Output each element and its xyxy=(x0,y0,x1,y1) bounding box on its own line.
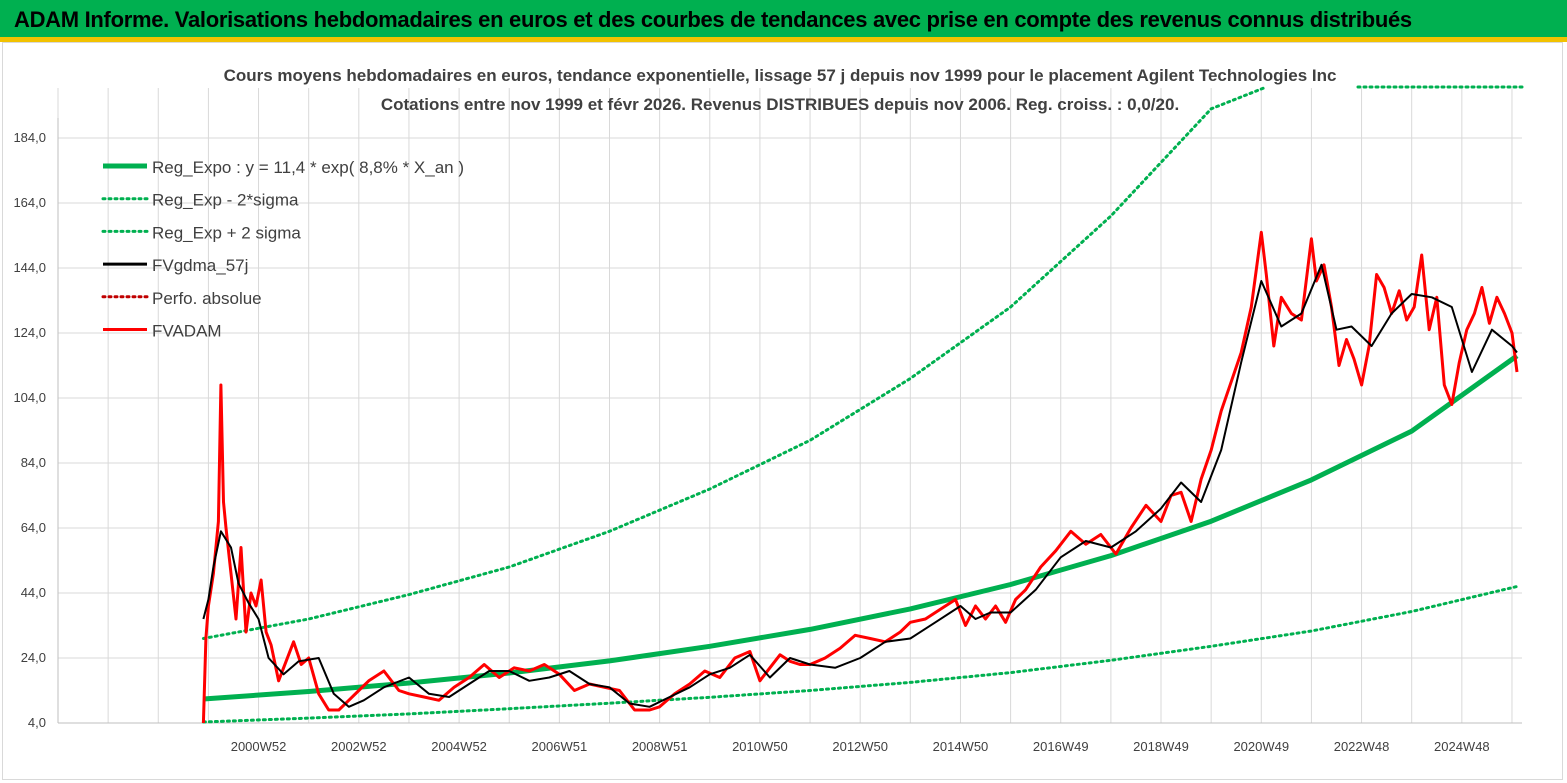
legend-label: Perfo. absolue xyxy=(152,289,262,308)
y-tick-label: 64,0 xyxy=(21,520,46,535)
report-title: ADAM Informe. Valorisations hebdomadaire… xyxy=(14,7,1412,32)
x-tick-label: 2010W50 xyxy=(732,739,788,754)
grid xyxy=(57,88,1522,724)
y-tick-label: 44,0 xyxy=(21,585,46,600)
series-line-0 xyxy=(203,353,1519,702)
series-line-2 xyxy=(201,86,1266,640)
x-tick-label: 2000W52 xyxy=(231,739,287,754)
series-line-5 xyxy=(201,230,1519,724)
x-tick-label: 2012W50 xyxy=(832,739,888,754)
legend-label: Reg_Exp + 2 sigma xyxy=(152,223,301,242)
x-tick-label: 2006W51 xyxy=(532,739,588,754)
series-line-1 xyxy=(201,585,1519,724)
report-header: ADAM Informe. Valorisations hebdomadaire… xyxy=(0,0,1567,42)
x-tick-label: 2020W49 xyxy=(1233,739,1289,754)
series-line-3 xyxy=(202,263,1518,708)
x-tick-label: 2008W51 xyxy=(632,739,688,754)
y-tick-label: 24,0 xyxy=(21,650,46,665)
y-tick-label: 164,0 xyxy=(13,195,46,210)
accent-strip xyxy=(0,37,1567,42)
legend-label: Reg_Exp - 2*sigma xyxy=(152,191,299,210)
y-tick-label: 124,0 xyxy=(13,325,46,340)
plot-area xyxy=(201,85,1524,724)
legend: Reg_Expo : y = 11,4 * exp( 8,8% * X_an )… xyxy=(101,158,464,341)
chart-frame xyxy=(2,42,1563,780)
y-tick-label: 144,0 xyxy=(13,260,46,275)
x-tick-label: 2018W49 xyxy=(1133,739,1189,754)
y-tick-label: 104,0 xyxy=(13,390,46,405)
legend-label: FVADAM xyxy=(152,322,222,341)
x-tick-label: 2014W50 xyxy=(933,739,989,754)
y-tick-label: 84,0 xyxy=(21,455,46,470)
x-axis: 2000W52 2002W52 2004W52 2006W51 2008W51 2010W… xyxy=(58,722,1522,754)
legend-label: Reg_Expo : y = 11,4 * exp( 8,8% * X_an ) xyxy=(152,158,464,177)
y-axis: 184,0 164,0 144,0 124,0 104,0 84,0 64,0 44,0 24,… xyxy=(13,118,59,730)
x-tick-label: 2004W52 xyxy=(431,739,487,754)
chart-subtitle: Cotations entre nov 1999 et févr 2026. R… xyxy=(381,95,1179,114)
y-tick-label: 184,0 xyxy=(13,130,46,145)
x-tick-label: 2002W52 xyxy=(331,739,387,754)
x-tick-label: 2016W49 xyxy=(1033,739,1089,754)
chart-title: Cours moyens hebdomadaires en euros, ten… xyxy=(224,66,1337,85)
y-tick-label: 4,0 xyxy=(28,715,46,730)
x-tick-label: 2024W48 xyxy=(1434,739,1490,754)
legend-label: FVgdma_57j xyxy=(152,256,248,275)
x-tick-label: 2022W48 xyxy=(1334,739,1390,754)
